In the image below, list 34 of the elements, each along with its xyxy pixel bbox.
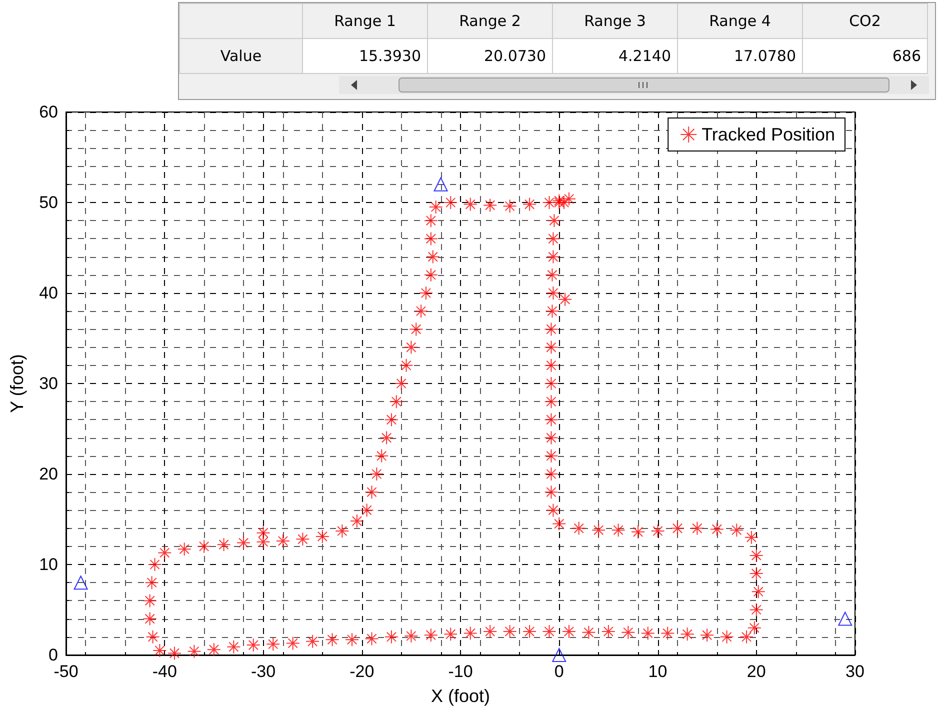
x-tick-label: -30	[250, 662, 276, 681]
x-tick-label: -10	[448, 662, 473, 681]
text: Range 3	[552, 4, 678, 38]
x-tick-label: 20	[746, 662, 766, 681]
text: Range 1	[302, 4, 428, 38]
x-tick-label: 0	[554, 662, 564, 681]
y-tick-label: 20	[39, 464, 58, 484]
text: Value	[180, 38, 302, 74]
y-tick-label: 50	[39, 193, 58, 212]
text: 17.0780	[678, 38, 802, 74]
x-tick-label: 10	[648, 662, 668, 681]
x-tick-label: -20	[350, 662, 374, 681]
x-tick-label: -50	[54, 662, 78, 681]
x-axis-title: X (foot)	[430, 686, 490, 706]
text: Range 2	[428, 4, 552, 38]
point	[434, 177, 448, 192]
y-tick-label: 40	[39, 284, 58, 302]
y-tick-label: 10	[39, 555, 58, 574]
y-tick-label: 30	[39, 374, 58, 393]
x-tick-label: -40	[152, 662, 177, 681]
point	[74, 576, 88, 590]
text: 4.2140	[552, 38, 678, 74]
point	[552, 648, 566, 662]
legend-label: Tracked Position	[702, 124, 836, 144]
y-tick-label: 0	[48, 646, 58, 664]
y-tick-label: 60	[39, 102, 58, 122]
text: 15.3930	[302, 38, 428, 74]
x-tick-label: 30	[846, 662, 864, 681]
text: CO2	[802, 4, 928, 38]
text: Range 4	[678, 4, 802, 38]
text: 686	[802, 38, 928, 74]
y-axis-title: Y (foot)	[7, 354, 27, 413]
point	[838, 612, 852, 626]
text: 20.0730	[428, 38, 552, 74]
